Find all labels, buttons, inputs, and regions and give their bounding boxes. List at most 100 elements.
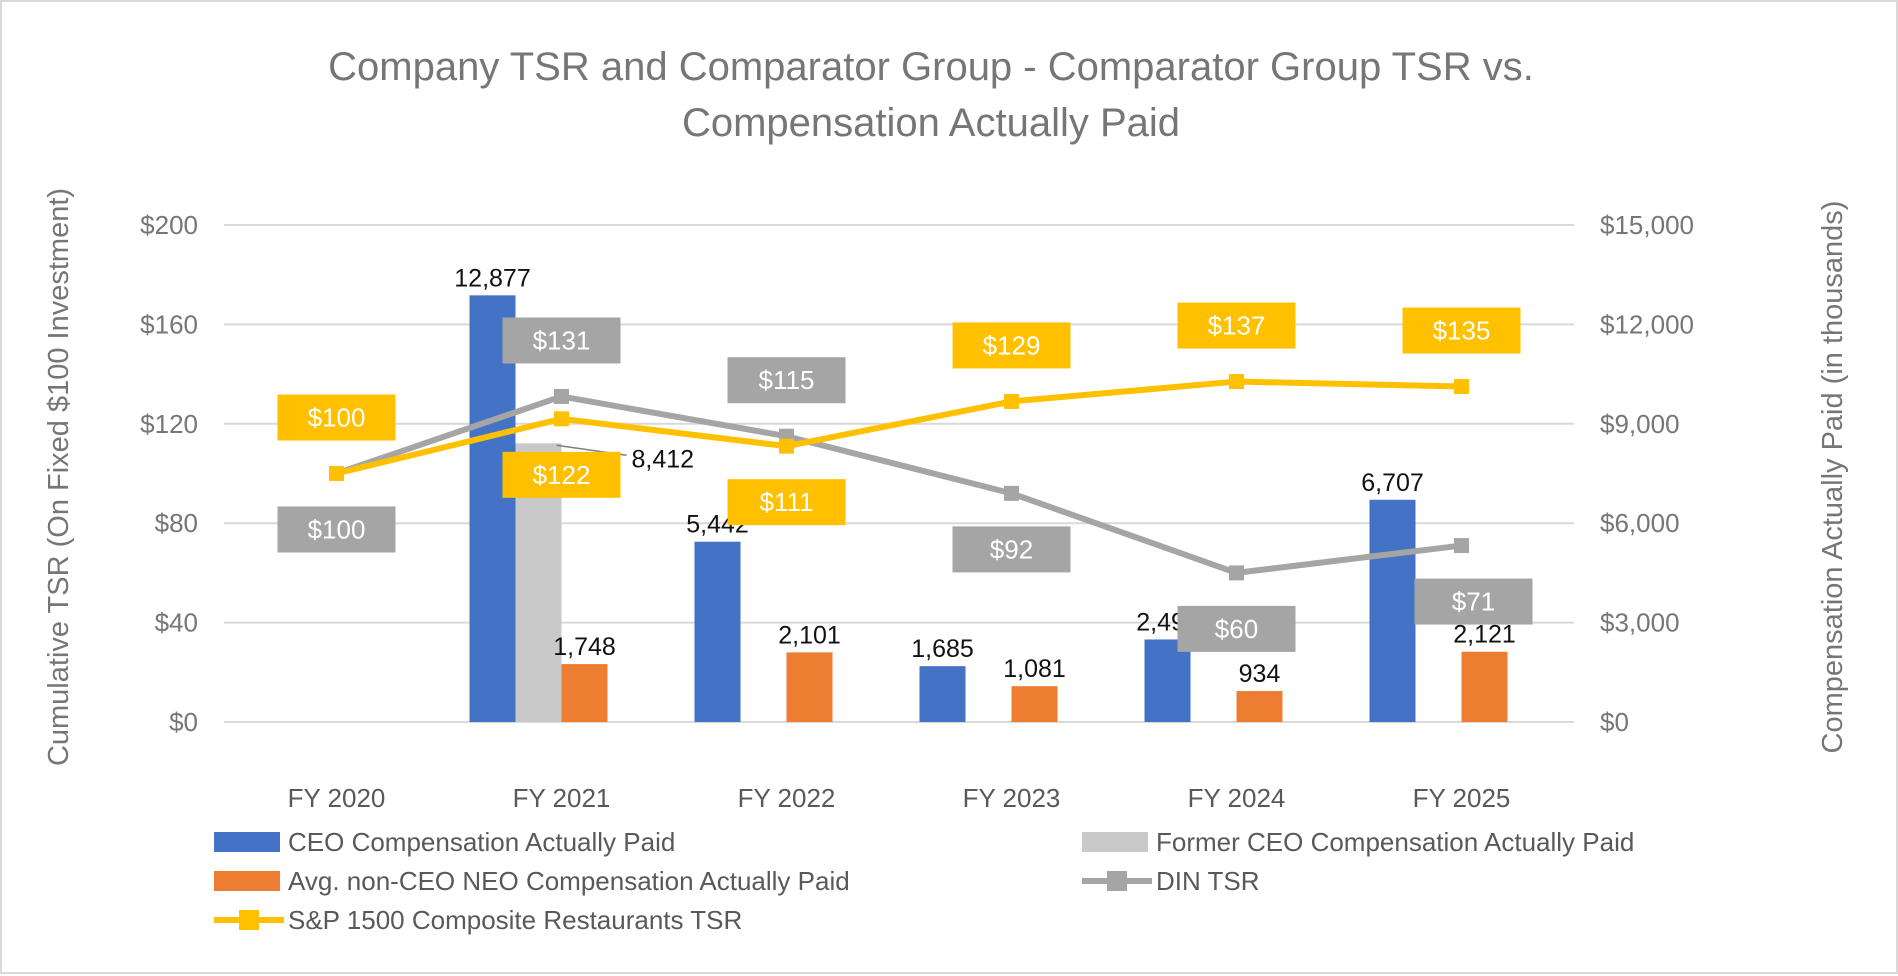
- legend-label: Avg. non-CEO NEO Compensation Actually P…: [288, 866, 850, 896]
- left-axis-tick-label: $80: [155, 508, 198, 538]
- din-tsr-label-text: $131: [533, 325, 591, 355]
- s-p-1500-composite-restaurants-tsr-label-box: [277, 394, 396, 441]
- s-p-1500-composite-restaurants-tsr-value-label: $135: [1402, 307, 1521, 354]
- legend-label: DIN TSR: [1156, 866, 1260, 896]
- x-axis-category-label: FY 2021: [513, 783, 611, 813]
- right-axis-tick-label: $12,000: [1600, 309, 1694, 339]
- chart-title: Company TSR and Comparator Group - Compa…: [328, 45, 1534, 89]
- din-tsr-label-text: $115: [759, 365, 815, 395]
- left-axis-tick-label: $200: [140, 210, 198, 240]
- din-tsr-label-text: $92: [990, 534, 1033, 564]
- ceo-compensation-actually-paid-bar: [1369, 499, 1416, 722]
- ceo-compensation-actually-paid-bar: [1144, 639, 1191, 722]
- din-tsr-line: [335, 393, 1462, 576]
- ceo-compensation-actually-paid-value-label: 6,707: [1361, 469, 1424, 497]
- legend-item-ceo-compensation-actually-paid: CEO Compensation Actually Paid: [214, 827, 675, 857]
- right-axis-tick-label: $15,000: [1600, 210, 1694, 240]
- s-p-1500-composite-restaurants-tsr-marker: [779, 438, 794, 454]
- x-axis-category-label: FY 2025: [1413, 783, 1511, 813]
- legend-label: Former CEO Compensation Actually Paid: [1156, 827, 1634, 857]
- s-p-1500-composite-restaurants-tsr-label-box: [727, 479, 846, 526]
- din-tsr-value-label: $100: [277, 506, 396, 553]
- din-tsr-label-box: [1177, 605, 1296, 652]
- s-p-1500-composite-restaurants-tsr-label-box: [1402, 307, 1521, 354]
- legend-item-former-ceo-compensation-actually-paid: Former CEO Compensation Actually Paid: [1082, 827, 1634, 857]
- s-p-1500-composite-restaurants-tsr-value-label: $122: [502, 451, 621, 498]
- legend-swatch: [214, 832, 280, 852]
- left-axis-tick-label: $40: [155, 608, 198, 638]
- legend-item-avg-non-ceo-neo-compensation-actually-paid: Avg. non-CEO NEO Compensation Actually P…: [214, 866, 850, 896]
- din-tsr-label-box: [502, 317, 621, 364]
- legend-swatch-marker: [239, 910, 259, 930]
- din-tsr-label-text: $60: [1215, 614, 1258, 644]
- avg-non-ceo-neo-compensation-actually-paid-bar: [786, 652, 833, 722]
- din-tsr-label-text: $100: [308, 515, 366, 545]
- s-p-1500-composite-restaurants-tsr-label-text: $135: [1433, 316, 1491, 346]
- left-axis-title: Cumulative TSR (On Fixed $100 Investment…: [43, 188, 75, 766]
- left-axis-tick-label: $0: [169, 707, 198, 737]
- s-p-1500-composite-restaurants-tsr-value-label: $100: [277, 394, 396, 441]
- s-p-1500-composite-restaurants-tsr-label-text: $100: [308, 403, 366, 433]
- avg-non-ceo-neo-compensation-actually-paid-value-label: 1,081: [1003, 655, 1066, 683]
- avg-non-ceo-neo-compensation-actually-paid-bar: [1236, 691, 1283, 722]
- right-axis-tick-label: $3,000: [1600, 608, 1680, 638]
- ceo-compensation-actually-paid-value-label: 1,685: [911, 635, 974, 663]
- s-p-1500-composite-restaurants-tsr-marker: [329, 466, 344, 481]
- x-axis-category-label: FY 2022: [738, 783, 836, 813]
- right-axis-title: Compensation Actually Paid (in thousands…: [1817, 201, 1849, 754]
- ceo-compensation-actually-paid-bar: [469, 295, 516, 722]
- s-p-1500-composite-restaurants-tsr-label-text: $129: [983, 330, 1041, 360]
- s-p-1500-composite-restaurants-tsr-marker: [1004, 393, 1019, 409]
- din-tsr-value-label: $60: [1177, 605, 1296, 652]
- legend-swatch: [1082, 832, 1148, 852]
- legend-item-din-tsr: DIN TSR: [1082, 866, 1260, 896]
- ceo-compensation-actually-paid-value-label: 12,877: [454, 264, 530, 292]
- din-tsr-value-label: $92: [952, 526, 1071, 573]
- ceo-compensation-actually-paid-bar: [694, 541, 741, 722]
- avg-non-ceo-neo-compensation-actually-paid-value-label: 2,101: [778, 621, 841, 649]
- s-p-1500-composite-restaurants-tsr-label-text: $111: [760, 487, 814, 517]
- x-axis-category-label: FY 2020: [288, 783, 386, 813]
- din-tsr-value-label: $71: [1414, 578, 1533, 625]
- avg-non-ceo-neo-compensation-actually-paid-value-label: 2,121: [1453, 621, 1516, 649]
- s-p-1500-composite-restaurants-tsr-value-label: $111: [727, 479, 846, 526]
- s-p-1500-composite-restaurants-tsr-marker: [1229, 374, 1244, 390]
- avg-non-ceo-neo-compensation-actually-paid-bar: [561, 664, 608, 722]
- din-tsr-marker: [1004, 485, 1019, 501]
- legend-label: S&P 1500 Composite Restaurants TSR: [288, 905, 742, 935]
- avg-non-ceo-neo-compensation-actually-paid-value-label: 1,748: [553, 633, 616, 661]
- avg-non-ceo-neo-compensation-actually-paid-bar: [1011, 686, 1058, 722]
- legend-swatch-marker: [1107, 871, 1127, 891]
- s-p-1500-composite-restaurants-tsr-label-text: $137: [1208, 311, 1266, 341]
- din-tsr-label-box: [277, 506, 396, 553]
- s-p-1500-composite-restaurants-tsr-value-label: $137: [1177, 302, 1296, 349]
- left-axis-tick-label: $120: [140, 409, 198, 439]
- din-tsr-marker: [1454, 538, 1469, 554]
- x-axis-category-label: FY 2023: [963, 783, 1061, 813]
- s-p-1500-composite-restaurants-tsr-label-box: [952, 322, 1071, 369]
- din-tsr-label-box: [727, 357, 846, 404]
- left-axis-tick-label: $160: [140, 309, 198, 339]
- s-p-1500-composite-restaurants-tsr-label-text: $122: [533, 460, 591, 490]
- s-p-1500-composite-restaurants-tsr-marker: [554, 411, 569, 427]
- right-axis-tick-label: $6,000: [1600, 508, 1680, 538]
- din-tsr-value-label: $131: [502, 317, 621, 364]
- legend-label: CEO Compensation Actually Paid: [288, 827, 675, 857]
- avg-non-ceo-neo-compensation-actually-paid-bar: [1461, 651, 1508, 722]
- din-tsr-label-text: $71: [1452, 587, 1495, 617]
- legend-swatch: [214, 871, 280, 891]
- former-ceo-compensation-actually-paid-value-label: 8,412: [632, 445, 695, 473]
- chart-title-line2: Compensation Actually Paid: [682, 101, 1180, 145]
- avg-non-ceo-neo-compensation-actually-paid-value-label: 934: [1239, 660, 1281, 688]
- x-axis-category-label: FY 2024: [1188, 783, 1286, 813]
- din-tsr-label-box: [1414, 578, 1533, 625]
- din-tsr-marker: [554, 388, 569, 404]
- din-tsr-label-box: [952, 526, 1071, 573]
- s-p-1500-composite-restaurants-tsr-label-box: [1177, 302, 1296, 349]
- s-p-1500-composite-restaurants-tsr-value-label: $129: [952, 322, 1071, 369]
- right-axis-tick-label: $9,000: [1600, 409, 1680, 439]
- s-p-1500-composite-restaurants-tsr-label-box: [502, 451, 621, 498]
- s-p-1500-composite-restaurants-tsr-marker: [1454, 379, 1469, 395]
